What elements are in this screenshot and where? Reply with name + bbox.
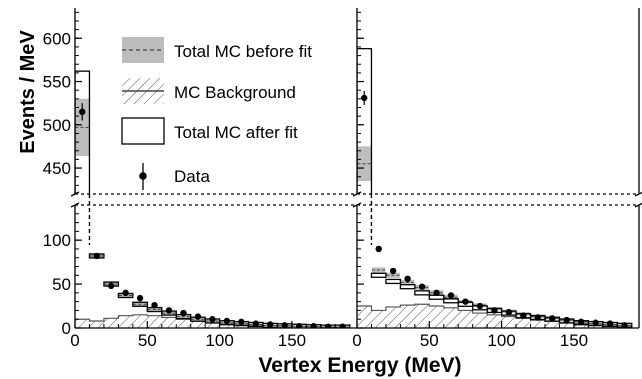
panel-right-upper — [357, 48, 373, 194]
data-point-right-11 — [520, 312, 527, 319]
y-upper-tick-label-0: 450 — [43, 159, 71, 178]
data-point-left-1 — [93, 252, 100, 260]
data-point-left-13 — [267, 321, 274, 328]
x-axis-title: Vertex Energy (MeV) — [258, 354, 461, 377]
data-point-left-2 — [107, 282, 115, 290]
x-tick-label-0-1: 50 — [138, 331, 157, 350]
y-lower-tick-label-0: 0 — [62, 319, 71, 338]
data-point-right-14 — [563, 316, 570, 324]
panel-right-lower — [357, 245, 633, 328]
after-fit-bin-left-4 — [132, 301, 148, 307]
data-point-left-15 — [295, 323, 303, 328]
after-fit-bin-right-2 — [385, 278, 402, 285]
background-hatch-right — [357, 304, 632, 328]
legend-label-data: Data — [174, 167, 210, 186]
legend-entry-background: MC Background — [122, 78, 296, 104]
panel-left-lower — [75, 252, 351, 328]
after-fit-bin-right-1 — [370, 272, 387, 278]
data-point-left-17 — [324, 323, 332, 328]
data-point-left-16 — [310, 323, 317, 328]
data-point-right-0 — [361, 94, 368, 102]
data-point-right-18 — [621, 322, 628, 328]
data-point-right-7 — [462, 298, 469, 305]
x-tick-label-1-2: 100 — [487, 331, 515, 350]
data-point-right-10 — [505, 308, 513, 316]
x-tick-label-1-1: 50 — [420, 331, 439, 350]
data-point-right-12 — [534, 314, 541, 321]
legend-entry-after-fit: Total MC after fit — [121, 117, 298, 145]
data-point-right-6 — [447, 292, 455, 299]
x-tick-label-0-3: 150 — [278, 331, 306, 350]
x-tick-label-0-2: 100 — [205, 331, 233, 350]
data-point-left-9 — [209, 316, 216, 323]
panel-left-upper — [75, 70, 91, 194]
legend-entry-before-fit: Total MC before fit — [122, 37, 312, 63]
data-point-right-9 — [491, 307, 498, 314]
data-point-left-12 — [252, 320, 259, 327]
data-point-left-6 — [165, 307, 173, 314]
data-point-right-15 — [577, 318, 585, 326]
x-tick-label-1-3: 150 — [560, 331, 588, 350]
break-mark-lower-1 — [352, 202, 362, 208]
data-point-left-10 — [223, 317, 231, 325]
panel-right — [357, 48, 633, 328]
data-point-right-16 — [592, 319, 599, 326]
legend-swatch-after-fit — [121, 117, 165, 145]
data-point-right-13 — [549, 315, 556, 322]
x-tick-label-1-0: 0 — [352, 331, 361, 350]
background-line-right — [357, 303, 632, 327]
data-point-right-1 — [375, 245, 382, 253]
data-point-right-2 — [389, 267, 397, 275]
legend-data-marker — [139, 172, 147, 180]
break-mark-upper-1 — [352, 191, 362, 197]
after-fit-bin-right-4 — [414, 290, 430, 296]
after-fit-bin-right-3 — [399, 284, 416, 290]
data-point-right-8 — [476, 302, 484, 310]
background-hatch-left — [75, 314, 350, 328]
data-point-left-18 — [339, 323, 346, 328]
legend-label-after-fit: Total MC after fit — [174, 123, 298, 142]
break-mark-lower-0 — [70, 202, 80, 208]
ticks: 450 500 550 600 0 50 100 0 50 100 150 0 50 100 150 — [43, 11, 633, 350]
data-point-right-17 — [606, 320, 614, 327]
data-point-left-3 — [122, 289, 129, 297]
data-point-left-4 — [136, 294, 144, 302]
data-point-left-0 — [79, 108, 86, 116]
after-fit-bin-right-0 — [357, 48, 373, 194]
data-point-left-8 — [194, 313, 202, 320]
legend: Total MC before fit MC Background Total … — [121, 37, 312, 190]
data-point-left-5 — [151, 301, 158, 309]
data-point-left-7 — [180, 309, 187, 317]
legend-entry-data: Data — [139, 163, 210, 190]
y-lower-tick-label-2: 100 — [43, 231, 71, 250]
break-mark-upper-0 — [70, 191, 80, 197]
data-point-right-4 — [418, 283, 426, 290]
data-point-left-14 — [281, 322, 288, 328]
after-fit-bin-right-6 — [443, 298, 459, 304]
legend-label-before-fit: Total MC before fit — [174, 42, 312, 61]
panel-left — [75, 70, 351, 328]
data-point-right-3 — [404, 275, 411, 282]
y-upper-tick-label-1: 500 — [43, 116, 71, 135]
y-upper-tick-label-2: 550 — [43, 73, 71, 92]
data-point-left-11 — [238, 318, 245, 326]
legend-label-background: MC Background — [174, 83, 296, 102]
y-upper-tick-label-3: 600 — [43, 29, 71, 48]
data-point-right-5 — [433, 289, 440, 297]
after-fit-bin-left-0 — [75, 70, 91, 194]
y-axis-title: Events / MeV — [17, 30, 39, 154]
y-lower-tick-label-1: 50 — [52, 275, 71, 294]
x-tick-label-0-0: 0 — [70, 331, 79, 350]
